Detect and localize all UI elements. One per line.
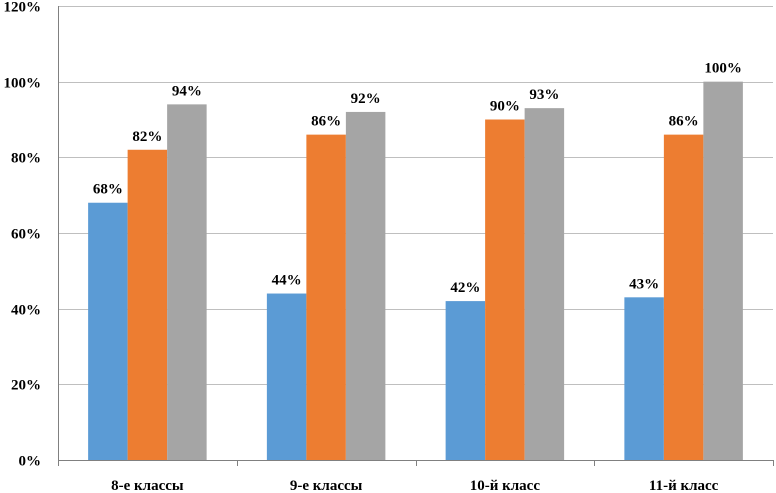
y-tick-label: 20% (11, 378, 41, 394)
data-label: 92% (351, 91, 381, 107)
data-label: 42% (450, 280, 480, 296)
bar (127, 149, 168, 460)
y-tick-label: 40% (11, 303, 41, 319)
bar (524, 108, 565, 461)
y-axis-ticks: 0% 20% 40% 60% 80% 100% 120% (4, 0, 42, 470)
data-label: 94% (172, 83, 202, 99)
bar (88, 202, 128, 460)
data-label: 86% (669, 114, 699, 130)
y-tick-label: 120% (4, 0, 42, 16)
x-tick-label: 9-е классы (290, 478, 363, 493)
data-labels: 68% 82% 94% 44% 86% 92% 42% 90% 93% 43% 86% 100% (93, 61, 742, 296)
bar (703, 81, 743, 461)
bar (345, 111, 386, 460)
y-tick-label: 100% (4, 76, 42, 92)
bar (663, 134, 704, 460)
bar (445, 301, 486, 460)
y-tick-label: 0% (19, 454, 42, 470)
bar (624, 297, 664, 460)
y-tick-label: 60% (11, 227, 41, 243)
data-label: 86% (311, 114, 341, 130)
data-label: 43% (629, 276, 659, 292)
data-label: 93% (529, 87, 559, 103)
bar (266, 293, 307, 460)
data-label: 90% (490, 99, 520, 115)
x-axis: 8-е классы 9-е классы 10-й класс 11-й класс (58, 6, 774, 493)
data-label: 100% (704, 61, 742, 77)
y-tick-label: 80% (11, 151, 41, 167)
bar (167, 104, 207, 460)
bars (88, 81, 743, 461)
bar (306, 134, 346, 460)
data-label: 68% (93, 182, 123, 198)
x-tick-label: 8-е классы (111, 478, 184, 493)
x-tick-label: 10-й класс (470, 478, 541, 493)
data-label: 44% (272, 273, 302, 289)
data-label: 82% (132, 129, 162, 145)
bar (485, 119, 525, 460)
x-tick-label: 11-й класс (649, 478, 719, 493)
